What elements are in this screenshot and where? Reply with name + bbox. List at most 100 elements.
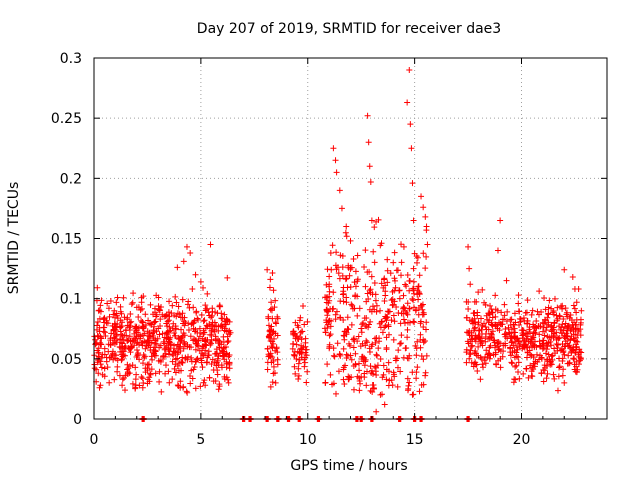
data-point: [565, 360, 572, 367]
data-point: [177, 347, 184, 354]
data-point: [390, 312, 397, 319]
data-point: [567, 311, 574, 318]
data-point: [481, 299, 488, 306]
data-point: [187, 249, 194, 256]
data-point: [529, 364, 536, 371]
data-point: [388, 317, 395, 324]
data-point: [150, 350, 157, 357]
data-point: [340, 332, 347, 339]
data-point: [413, 352, 420, 359]
data-point: [119, 353, 126, 360]
data-point: [415, 283, 422, 290]
data-point: [111, 351, 118, 358]
data-point: [166, 298, 173, 305]
data-point: [183, 388, 190, 395]
data-point: [471, 325, 478, 332]
data-point: [142, 345, 149, 352]
data-point: [195, 316, 202, 323]
data-point: [114, 294, 121, 301]
data-point: [266, 284, 273, 291]
data-point: [103, 358, 110, 365]
data-point: [380, 371, 387, 378]
data-point: [94, 284, 101, 291]
data-point: [354, 338, 361, 345]
data-point: [416, 272, 423, 279]
data-point: [559, 372, 566, 379]
data-point: [197, 355, 204, 362]
data-point: [335, 368, 342, 375]
data-point: [203, 322, 210, 329]
data-point: [152, 370, 159, 377]
data-point: [333, 249, 340, 256]
data-point: [549, 309, 556, 316]
data-point: [423, 352, 430, 359]
data-point: [385, 331, 392, 338]
data-point: [491, 337, 498, 344]
data-point: [414, 338, 421, 345]
data-point: [475, 321, 482, 328]
data-point: [163, 344, 170, 351]
data-point: [194, 342, 201, 349]
data-point: [492, 292, 499, 299]
data-point: [479, 322, 486, 329]
data-point: [172, 293, 179, 300]
data-point: [405, 385, 412, 392]
data-point: [163, 329, 170, 336]
data-point: [529, 344, 536, 351]
data-point: [132, 384, 139, 391]
data-point: [92, 336, 99, 343]
data-point: [389, 296, 396, 303]
data-point: [139, 319, 146, 326]
data-point: [556, 363, 563, 370]
data-point: [570, 325, 577, 332]
data-point: [346, 272, 353, 279]
data-point: [358, 329, 365, 336]
data-point: [297, 314, 304, 321]
data-point: [350, 255, 357, 262]
data-point: [162, 345, 169, 352]
data-point: [410, 297, 417, 304]
data-point: [181, 322, 188, 329]
data-point: [525, 374, 532, 381]
data-point: [180, 345, 187, 352]
data-point: [322, 379, 329, 386]
data-point: [117, 324, 124, 331]
data-point: [420, 381, 427, 388]
data-point: [127, 349, 134, 356]
data-point: [390, 336, 397, 343]
x-axis-label: GPS time / hours: [290, 458, 407, 474]
data-point: [518, 327, 525, 334]
data-point: [481, 357, 488, 364]
data-point: [557, 326, 564, 333]
data-point: [496, 327, 503, 334]
data-point: [187, 380, 194, 387]
data-point: [573, 309, 580, 316]
data-point: [118, 310, 125, 317]
data-point: [128, 344, 135, 351]
data-point: [423, 227, 430, 234]
data-point: [360, 320, 367, 327]
data-point: [265, 313, 272, 320]
data-point: [139, 384, 146, 391]
data-point: [142, 311, 149, 318]
data-point: [344, 284, 351, 291]
data-point: [525, 338, 532, 345]
data-point: [352, 283, 359, 290]
data-point: [132, 325, 139, 332]
data-point: [104, 364, 111, 371]
data-point: [570, 302, 577, 309]
data-point: [511, 376, 518, 383]
data-point: [512, 376, 519, 383]
data-point: [367, 363, 374, 370]
data-point: [347, 342, 354, 349]
data-point: [293, 341, 300, 348]
data-point: [147, 301, 154, 308]
data-point: [117, 303, 124, 310]
data-point: [351, 279, 358, 286]
data-point: [515, 337, 522, 344]
data-point: [382, 282, 389, 289]
data-point: [120, 352, 127, 359]
data-point: [547, 338, 554, 345]
y-tick-label: 0: [73, 412, 82, 428]
data-point: [410, 285, 417, 292]
